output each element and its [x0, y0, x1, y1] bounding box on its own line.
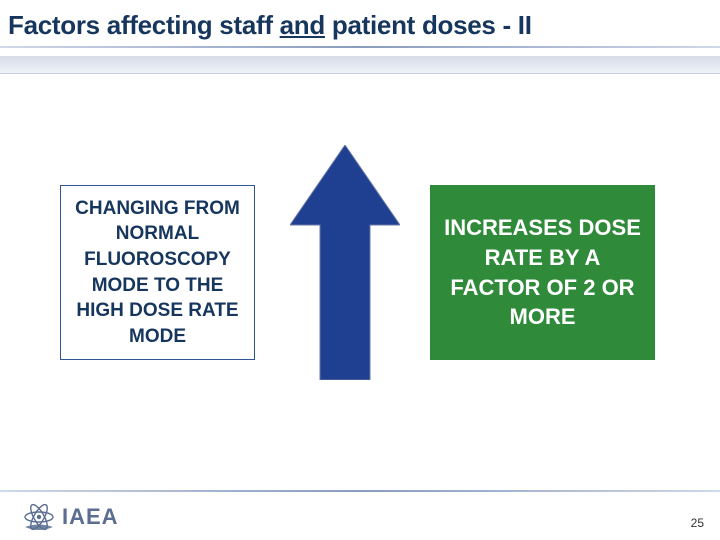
left-cause-text: CHANGING FROM NORMAL FLUOROSCOPY MODE TO…	[71, 196, 244, 350]
title-post: patient doses - II	[325, 10, 532, 40]
title-and: and	[280, 10, 325, 40]
right-effect-box: INCREASES DOSE RATE BY A FACTOR OF 2 OR …	[430, 185, 655, 360]
right-effect-text: INCREASES DOSE RATE BY A FACTOR OF 2 OR …	[440, 213, 645, 332]
slide: Factors affecting staff and patient dose…	[0, 0, 720, 540]
atom-icon	[22, 500, 56, 534]
page-number: 25	[691, 516, 704, 530]
header-band	[0, 56, 720, 74]
footer-divider	[0, 490, 720, 492]
up-arrow	[290, 145, 400, 380]
slide-title: Factors affecting staff and patient dose…	[8, 10, 532, 40]
org-logo: IAEA	[22, 500, 119, 534]
title-pre: Factors affecting staff	[8, 10, 280, 40]
left-cause-box: CHANGING FROM NORMAL FLUOROSCOPY MODE TO…	[60, 185, 255, 360]
title-divider	[0, 46, 720, 48]
org-name: IAEA	[62, 504, 119, 530]
up-arrow-icon	[290, 145, 400, 380]
title-bar: Factors affecting staff and patient dose…	[0, 0, 720, 49]
